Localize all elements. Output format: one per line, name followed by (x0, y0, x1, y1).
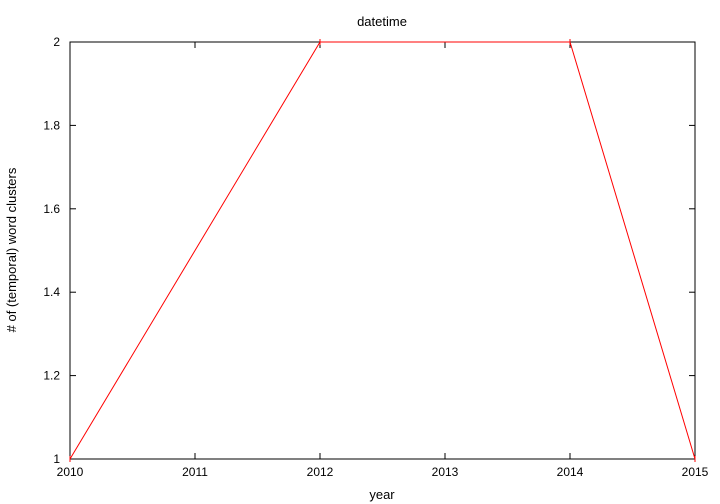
x-tick-label: 2012 (307, 465, 334, 479)
y-tick-label: 1.8 (43, 118, 60, 132)
y-tick-label: 1.6 (43, 202, 60, 216)
x-tick-label: 2015 (682, 465, 709, 479)
x-tick-label: 2010 (57, 465, 84, 479)
y-tick-label: 1.2 (43, 369, 60, 383)
x-axis-title: year (369, 487, 395, 502)
x-tick-label: 2013 (432, 465, 459, 479)
series-line (69, 41, 696, 460)
plot-frame (69, 41, 696, 460)
y-axis-title: # of (temporal) word clusters (4, 167, 19, 332)
y-tick-label: 2 (53, 35, 60, 49)
x-tick-label: 2011 (182, 465, 208, 479)
y-tick-label: 1.4 (43, 285, 60, 299)
y-axis: 1 1.2 1.4 1.6 1.8 2 (43, 35, 695, 466)
chart-title: datetime (357, 14, 407, 29)
y-tick-label: 1 (53, 452, 60, 466)
series-layer (69, 39, 696, 462)
x-axis: 2010 2011 2012 2013 2014 2015 (57, 42, 709, 479)
x-tick-label: 2014 (557, 465, 584, 479)
